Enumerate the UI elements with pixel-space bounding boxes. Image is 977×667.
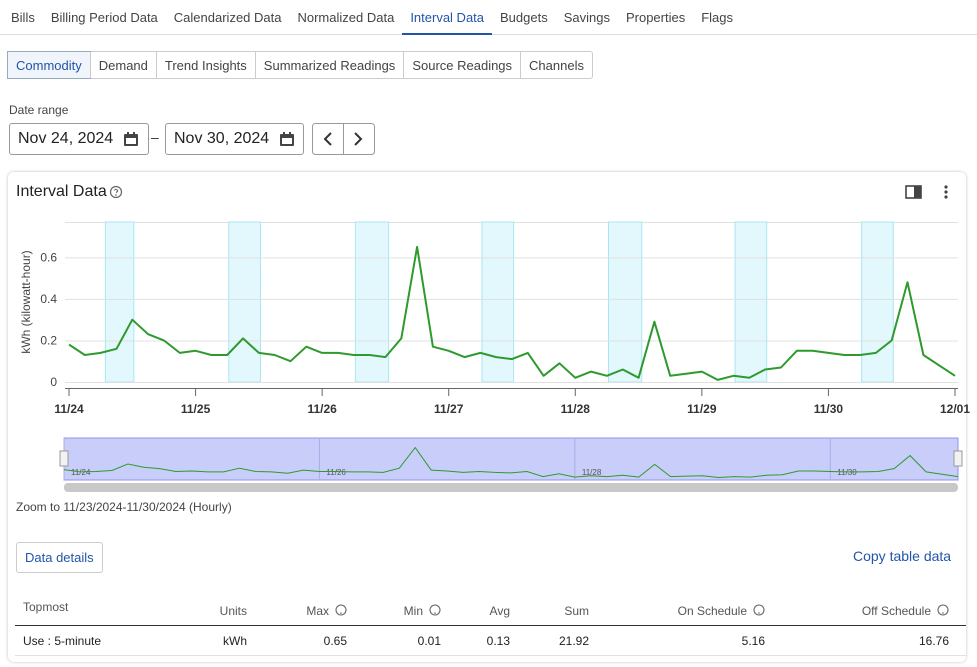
x-tick-label: 11/30 xyxy=(814,402,844,416)
navigator-line xyxy=(63,446,959,479)
tab[interactable]: Billing Period Data xyxy=(50,10,158,25)
navigator-window xyxy=(63,437,959,481)
navigator-label: 11/26 xyxy=(326,468,346,477)
help-icon-ring xyxy=(335,604,347,616)
tab[interactable]: Budgets xyxy=(500,10,548,25)
table-header: On Schedule xyxy=(677,604,747,618)
table-header: Topmost xyxy=(23,600,69,614)
table-header: Off Schedule xyxy=(861,604,931,618)
tab[interactable]: Flags xyxy=(701,10,734,25)
x-tick-label: 11/28 xyxy=(561,402,591,416)
x-tick-label: 11/29 xyxy=(687,402,717,416)
x-tick-label: 11/26 xyxy=(307,402,337,416)
end-date: Nov 30, 2024 xyxy=(174,130,270,147)
copy-table-button[interactable]: Copy table data xyxy=(853,548,952,564)
tab[interactable]: Savings xyxy=(563,10,610,25)
help-icon-dot xyxy=(434,612,436,614)
navigator-handle[interactable] xyxy=(59,450,69,467)
x-tick-label: 12/01 xyxy=(940,402,970,416)
table-header: Avg xyxy=(489,604,510,618)
table-header: Units xyxy=(219,604,247,618)
help-icon-ring xyxy=(429,604,441,616)
navigator-handle[interactable] xyxy=(953,450,963,467)
table-cell: kWh xyxy=(223,634,247,648)
tab[interactable]: Trend Insights xyxy=(155,52,255,78)
schedule-band xyxy=(734,221,768,383)
table-header: Sum xyxy=(564,604,589,618)
tab[interactable]: Normalized Data xyxy=(297,10,395,25)
table-cell: 16.76 xyxy=(918,634,949,648)
help-icon-ring xyxy=(937,604,949,616)
table-cell: 0.01 xyxy=(417,634,441,648)
data-details-button[interactable]: Data details xyxy=(16,542,103,573)
help-icon[interactable] xyxy=(109,185,123,199)
date-step-buttons[interactable] xyxy=(312,123,375,155)
end-date-input[interactable]: Nov 30, 2024 xyxy=(165,123,304,155)
x-tick-label: 11/25 xyxy=(181,402,211,416)
calendar-icon xyxy=(280,132,294,146)
x-tick-label: 11/24 xyxy=(54,402,84,416)
date-separator: – xyxy=(151,129,159,145)
help-icon[interactable] xyxy=(335,604,347,616)
card-title: Interval Data xyxy=(16,183,107,200)
help-icon-dot xyxy=(942,612,944,614)
y-tick-label: 0.4 xyxy=(40,292,57,306)
tab[interactable]: Properties xyxy=(625,10,686,25)
schedule-band xyxy=(861,221,894,383)
series-line xyxy=(68,245,956,381)
start-date: Nov 24, 2024 xyxy=(18,130,114,147)
tab[interactable]: Source Readings xyxy=(403,52,520,78)
tab[interactable]: Demand xyxy=(89,52,156,78)
x-tick-label: 11/27 xyxy=(434,402,464,416)
schedule-band xyxy=(228,221,261,383)
tab[interactable]: Channels xyxy=(520,52,592,78)
tab[interactable]: Bills xyxy=(11,10,35,25)
y-axis-title: kWh (kilowatt-hour) xyxy=(19,250,33,353)
card-actions[interactable] xyxy=(905,184,955,202)
schedule-band xyxy=(104,221,135,383)
tab[interactable]: Summarized Readings xyxy=(254,52,404,78)
sub-tabs: Commodity Demand Trend Insights Summarized … xyxy=(7,51,593,79)
navigator-label: 11/24 xyxy=(71,468,91,477)
table-cell: 21.92 xyxy=(558,634,589,648)
table-cell: 0.65 xyxy=(323,634,347,648)
help-icon-dot xyxy=(340,612,342,614)
tab[interactable]: Commodity xyxy=(7,51,91,79)
help-icon-ring xyxy=(753,604,765,616)
date-range-label: Date range xyxy=(9,103,69,117)
table-cell: Use : 5-minute xyxy=(23,634,102,648)
main-tabs: Bills Billing Period Data Calendarized Dat… xyxy=(0,0,977,35)
navigator-label: 11/30 xyxy=(837,468,857,477)
y-tick-label: 0 xyxy=(50,375,57,389)
y-tick-label: 0.6 xyxy=(40,250,57,264)
help-icon[interactable] xyxy=(753,604,765,616)
tab[interactable]: Calendarized Data xyxy=(173,10,282,25)
help-icon[interactable] xyxy=(937,604,949,616)
table-cell: 0.13 xyxy=(486,634,510,648)
navigator-label: 11/28 xyxy=(582,468,602,477)
help-icon-dot xyxy=(758,612,760,614)
schedule-band xyxy=(354,221,390,383)
schedule-band xyxy=(608,221,643,383)
table-header: Max xyxy=(306,604,329,618)
start-date-input[interactable]: Nov 24, 2024 xyxy=(9,123,149,155)
help-icon[interactable] xyxy=(429,604,441,616)
y-tick-label: 0.2 xyxy=(40,333,57,347)
interval-card: Interval Data Zoom to 11/23/2024-11/30/2… xyxy=(8,172,966,662)
zoom-text: Zoom to 11/23/2024-11/30/2024 (Hourly) xyxy=(16,500,232,514)
table-cell: 5.16 xyxy=(741,634,765,648)
tab[interactable]: Interval Data xyxy=(402,0,493,35)
navigator-scrollbar[interactable] xyxy=(64,483,958,492)
calendar-icon xyxy=(124,132,138,146)
table-header: Min xyxy=(403,604,423,618)
